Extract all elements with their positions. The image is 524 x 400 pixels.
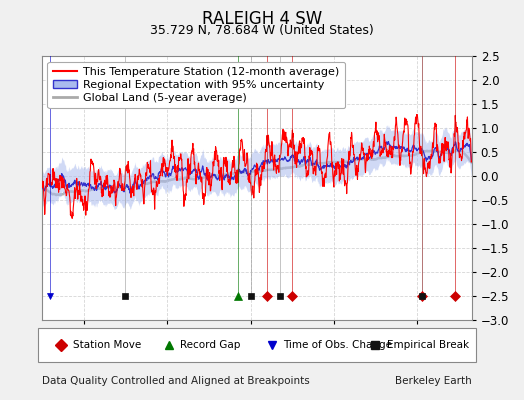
Legend: This Temperature Station (12-month average), Regional Expectation with 95% uncer: This Temperature Station (12-month avera… — [48, 62, 345, 108]
Text: Station Move: Station Move — [73, 340, 141, 350]
Text: RALEIGH 4 SW: RALEIGH 4 SW — [202, 10, 322, 28]
Text: Berkeley Earth: Berkeley Earth — [395, 376, 472, 386]
FancyBboxPatch shape — [38, 328, 476, 362]
Text: Record Gap: Record Gap — [180, 340, 241, 350]
Text: Data Quality Controlled and Aligned at Breakpoints: Data Quality Controlled and Aligned at B… — [42, 376, 310, 386]
Text: Time of Obs. Change: Time of Obs. Change — [283, 340, 392, 350]
Text: 35.729 N, 78.684 W (United States): 35.729 N, 78.684 W (United States) — [150, 24, 374, 37]
Text: Empirical Break: Empirical Break — [387, 340, 468, 350]
